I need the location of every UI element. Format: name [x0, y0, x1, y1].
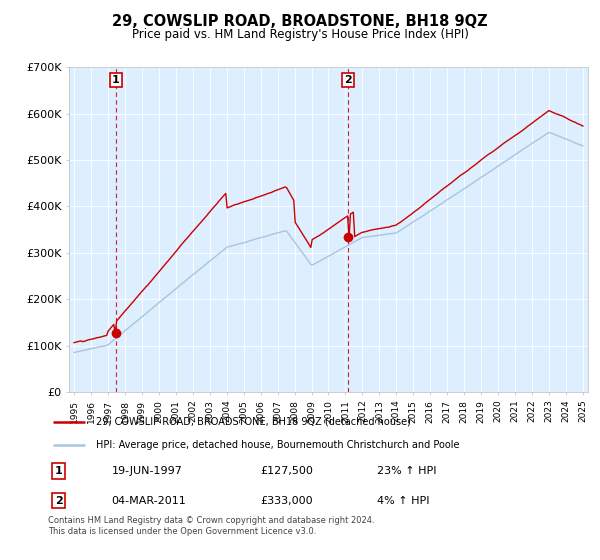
Text: HPI: Average price, detached house, Bournemouth Christchurch and Poole: HPI: Average price, detached house, Bour… [96, 441, 459, 450]
Text: £127,500: £127,500 [260, 466, 313, 476]
Text: 1: 1 [55, 466, 62, 476]
Text: 4% ↑ HPI: 4% ↑ HPI [377, 496, 430, 506]
Text: 1: 1 [112, 75, 119, 85]
Text: Contains HM Land Registry data © Crown copyright and database right 2024.
This d: Contains HM Land Registry data © Crown c… [48, 516, 374, 536]
Text: 23% ↑ HPI: 23% ↑ HPI [377, 466, 437, 476]
Text: 2: 2 [344, 75, 352, 85]
Text: 29, COWSLIP ROAD, BROADSTONE, BH18 9QZ (detached house): 29, COWSLIP ROAD, BROADSTONE, BH18 9QZ (… [96, 417, 410, 427]
Text: Price paid vs. HM Land Registry's House Price Index (HPI): Price paid vs. HM Land Registry's House … [131, 28, 469, 41]
Text: 2: 2 [55, 496, 62, 506]
Text: 29, COWSLIP ROAD, BROADSTONE, BH18 9QZ: 29, COWSLIP ROAD, BROADSTONE, BH18 9QZ [112, 14, 488, 29]
Text: 19-JUN-1997: 19-JUN-1997 [112, 466, 182, 476]
Text: £333,000: £333,000 [260, 496, 313, 506]
Text: 04-MAR-2011: 04-MAR-2011 [112, 496, 187, 506]
